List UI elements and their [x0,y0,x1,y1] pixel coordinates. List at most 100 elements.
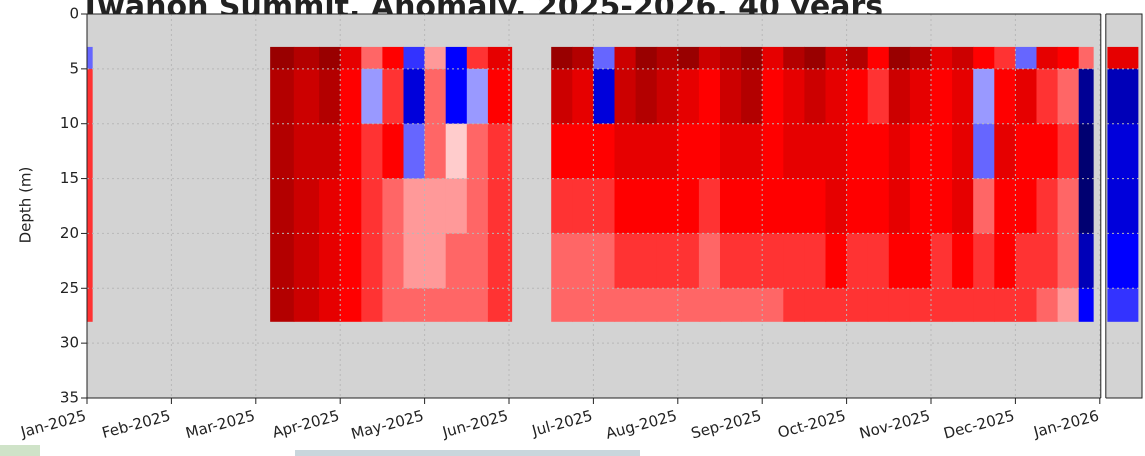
heat-cell [994,123,1016,180]
heat-cell [487,123,513,180]
heat-cell [1078,288,1094,322]
heat-cell [382,123,405,180]
heat-cell [270,233,295,289]
heat-cell [382,178,405,235]
plot-frame [86,13,1143,399]
heat-cell [804,46,827,70]
heat-cell [656,233,679,289]
heat-cell [698,123,721,180]
y-tick-label: 10 [60,114,79,132]
heat-cell [635,288,658,322]
y-tick-label: 25 [60,279,79,297]
heat-cell [1057,46,1080,70]
heat-cell [1078,123,1094,180]
heat-cell [87,178,93,235]
heat-cell [973,178,995,235]
heat-cell [270,178,295,235]
heat-cell [572,288,594,322]
heat-cell [293,233,320,289]
heat-cell [293,123,320,180]
heat-cell [952,46,974,70]
heat-cell [656,46,679,70]
heat-cell [1078,68,1094,125]
heat-cell [867,68,890,125]
heat-cell [656,68,679,125]
heat-cell [382,288,405,322]
heat-cell [572,68,594,125]
heat-cell [551,288,573,322]
heat-cell [1107,233,1139,289]
heat-cell [783,68,805,125]
heat-cell [994,46,1016,70]
heat-cell [783,178,805,235]
heat-cell [487,288,513,322]
heat-cell [741,178,763,235]
heat-cell [572,46,594,70]
heat-cell [361,123,383,180]
heat-cell [466,233,489,289]
heat-cell [340,68,362,125]
heat-cell [952,123,974,180]
heat-cell [677,233,700,289]
heat-cell [614,68,637,125]
heat-cell [466,123,489,180]
heat-cell [319,178,341,235]
heat-cell [445,288,468,322]
heat-cell [445,123,468,180]
heat-cell [698,178,721,235]
heat-cell [1036,178,1059,235]
heat-cell [635,123,658,180]
heat-cell [1078,46,1094,70]
heat-cell [698,46,721,70]
heat-cell [656,288,679,322]
heat-cell [656,178,679,235]
heat-cell [677,46,700,70]
heat-cell [572,233,594,289]
heat-cell [888,46,911,70]
heat-cell [656,123,679,180]
heat-cell [361,233,383,289]
heat-cell [952,178,974,235]
heat-cell [973,233,995,289]
heat-cell [551,178,573,235]
heat-cell [1036,233,1059,289]
y-tick-label: 5 [69,59,79,77]
heat-cell [1015,233,1038,289]
heat-cell [762,178,784,235]
heat-cell [677,68,700,125]
heat-cell [361,46,383,70]
heat-cell [361,178,383,235]
heat-cell [846,178,869,235]
heat-cell [804,123,827,180]
heat-cell [720,68,742,125]
x-tick-label: Jun-2025 [440,406,510,441]
heat-cell [846,46,869,70]
thumbnail [0,445,40,456]
heat-cell [487,46,513,70]
heat-cell [1107,123,1139,180]
heat-cell [677,178,700,235]
heat-cell [973,288,995,322]
heat-cell [1107,68,1139,125]
heat-cell [1057,68,1080,125]
x-tick-label: Jan-2026 [1031,406,1101,441]
heat-cell [424,123,447,180]
heat-cell [888,288,911,322]
heat-cell [931,178,953,235]
heat-cell [783,123,805,180]
heat-cell [340,178,362,235]
heat-cell [867,123,890,180]
heat-cell [677,288,700,322]
heat-cell [424,46,447,70]
heat-cell [551,123,573,180]
heat-cell [909,46,932,70]
heat-cell [825,178,848,235]
heat-cell [293,288,320,322]
heat-cell [931,288,953,322]
heat-cell [87,233,93,289]
heat-cell [593,46,616,70]
thumbnail [295,450,640,456]
heat-cell [804,178,827,235]
heat-cell [87,46,93,70]
heat-cell [720,233,742,289]
